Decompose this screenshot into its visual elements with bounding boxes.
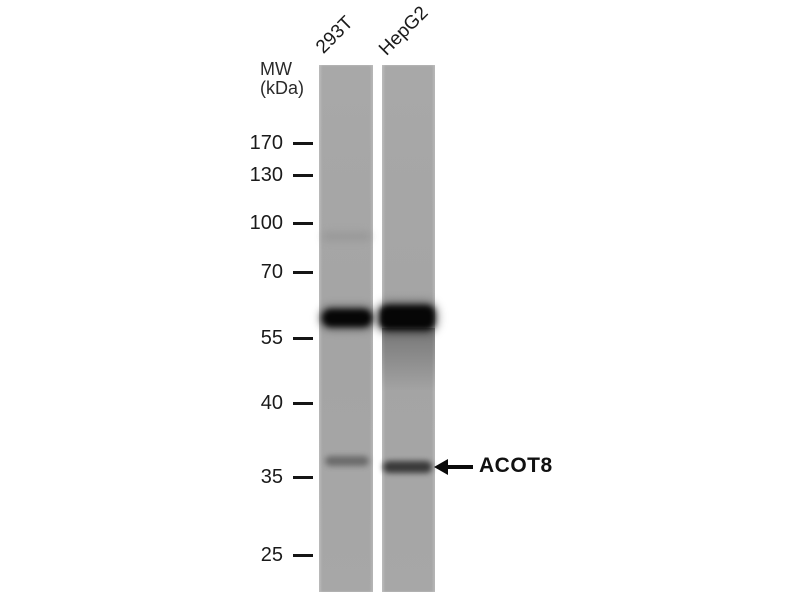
mw-axis-title-line2: (kDa): [260, 78, 304, 98]
mw-marker-value: 100: [249, 211, 283, 234]
mw-axis-title-line1: MW: [260, 59, 292, 79]
mw-tick-dash: [293, 173, 313, 177]
band-293t-95kda-very-faint: [322, 232, 371, 241]
mw-marker-70: 70: [205, 260, 313, 284]
mw-marker-value: 70: [260, 260, 283, 283]
mw-marker-value: 170: [249, 131, 283, 154]
left-arrow-icon: [434, 459, 448, 475]
mw-marker-25: 25: [205, 543, 313, 567]
mw-axis-title: MW (kDa): [260, 60, 304, 98]
mw-marker-value: 130: [249, 163, 283, 186]
mw-marker-value: 40: [260, 391, 283, 414]
target-protein-label: ACOT8: [479, 454, 553, 477]
lane-membrane-293t: [319, 65, 373, 592]
mw-tick-dash: [293, 401, 313, 405]
mw-marker-value: 35: [260, 465, 283, 488]
lane-label-hepg2: HepG2: [375, 2, 433, 60]
band-hepg2-36kda-moderate: [383, 461, 432, 473]
band-293t-58kda-strong: [322, 309, 372, 327]
mw-marker-100: 100: [205, 211, 313, 235]
mw-marker-35: 35: [205, 465, 313, 489]
band-hepg2-58kda-strong: [379, 305, 435, 330]
mw-marker-40: 40: [205, 391, 313, 415]
mw-tick-dash: [293, 141, 313, 145]
mw-marker-170: 170: [205, 131, 313, 155]
mw-marker-55: 55: [205, 326, 313, 350]
band-hepg2-smear: [382, 328, 435, 392]
mw-tick-dash: [293, 221, 313, 225]
band-293t-36kda-weak: [325, 456, 369, 466]
mw-marker-130: 130: [205, 163, 313, 187]
mw-tick-dash: [293, 475, 313, 479]
mw-marker-value: 55: [260, 326, 283, 349]
mw-marker-value: 25: [260, 543, 283, 566]
arrow-shaft: [446, 465, 473, 469]
lane-label-293t: 293T: [312, 12, 358, 58]
mw-tick-dash: [293, 270, 313, 274]
mw-tick-dash: [293, 553, 313, 557]
mw-tick-dash: [293, 336, 313, 340]
